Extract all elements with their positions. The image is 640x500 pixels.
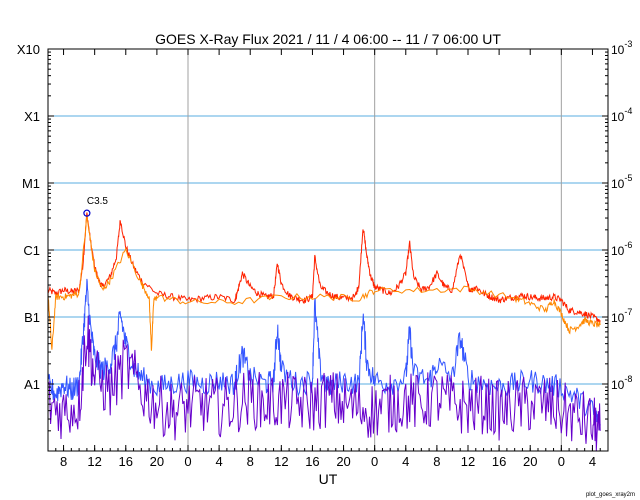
x-tick-label-16: 20 xyxy=(523,454,537,469)
series-layer xyxy=(47,212,601,452)
x-tick-label-17: 0 xyxy=(558,454,565,469)
x-tick-label-11: 0 xyxy=(371,454,378,469)
x-tick-label-4: 20 xyxy=(150,454,164,469)
y-left-label-b1: B1 xyxy=(24,310,40,325)
x-tick-label-2: 12 xyxy=(87,454,101,469)
x-tick-label-8: 12 xyxy=(274,454,288,469)
y-left-label-c1: C1 xyxy=(23,243,40,258)
x-tick-label-5: 0 xyxy=(184,454,191,469)
x-tick-label-13: 8 xyxy=(433,454,440,469)
series-short-primary xyxy=(47,278,601,430)
peak-annotation-label: C3.5 xyxy=(87,196,109,207)
y-left-label-a1: A1 xyxy=(24,377,40,392)
x-axis-label: UT xyxy=(319,471,338,487)
x-tick-label-12: 4 xyxy=(402,454,409,469)
x-tick-label-14: 12 xyxy=(461,454,475,469)
series-long-primary xyxy=(47,212,601,324)
series-long-secondary xyxy=(47,215,601,351)
x-tick-label-3: 16 xyxy=(119,454,133,469)
footer-text: plot_goes_xray2m xyxy=(586,492,635,498)
chart-title: GOES X-Ray Flux 2021 / 11 / 4 06:00 -- 1… xyxy=(155,31,501,47)
x-tick-label-9: 16 xyxy=(305,454,319,469)
y-left-label-m1: M1 xyxy=(22,176,40,191)
x-tick-label-7: 8 xyxy=(247,454,254,469)
x-tick-label-18: 4 xyxy=(589,454,596,469)
x-tick-label-1: 8 xyxy=(60,454,67,469)
x-tick-label-6: 4 xyxy=(215,454,222,469)
y-left-label-x1: X1 xyxy=(24,109,40,124)
x-tick-label-10: 20 xyxy=(336,454,350,469)
series-short-secondary xyxy=(47,315,601,452)
x-tick-label-15: 16 xyxy=(492,454,506,469)
peak-marker-circle xyxy=(83,209,91,217)
y-left-label-x10: X10 xyxy=(17,42,40,57)
